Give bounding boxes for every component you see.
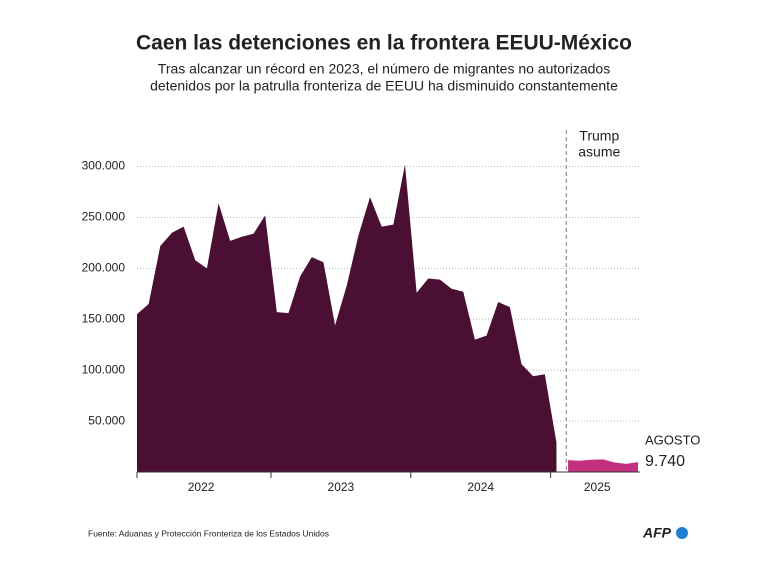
y-tick-label: 300.000 <box>82 159 126 173</box>
y-tick-label: 50.000 <box>88 413 125 427</box>
logo-dot <box>676 527 688 539</box>
annotation: AGOSTO <box>645 432 700 447</box>
x-tick-label: 2022 <box>188 480 215 494</box>
chart-subtitle: Tras alcanzar un récord en 2023, el núme… <box>158 61 610 77</box>
value-label: 9.740 <box>645 453 685 470</box>
area <box>137 164 557 472</box>
x-tick-label: 2025 <box>584 480 611 494</box>
area <box>568 459 638 472</box>
chart-subtitle: detenidos por la patrulla fronteriza de … <box>150 78 618 94</box>
x-tick-label: 2023 <box>328 480 355 494</box>
x-tick-label: 2024 <box>467 480 494 494</box>
annotation: Trump <box>579 128 619 144</box>
y-tick-label: 200.000 <box>82 261 126 275</box>
y-tick-label: 150.000 <box>82 311 126 325</box>
y-tick-label: 250.000 <box>82 210 126 224</box>
source: Fuente: Aduanas y Protección Fronteriza … <box>88 528 329 538</box>
chart-title: Caen las detenciones en la frontera EEUU… <box>136 32 632 55</box>
annotation: asume <box>578 144 620 160</box>
y-tick-label: 100.000 <box>82 362 126 376</box>
logo: AFP <box>642 525 672 541</box>
